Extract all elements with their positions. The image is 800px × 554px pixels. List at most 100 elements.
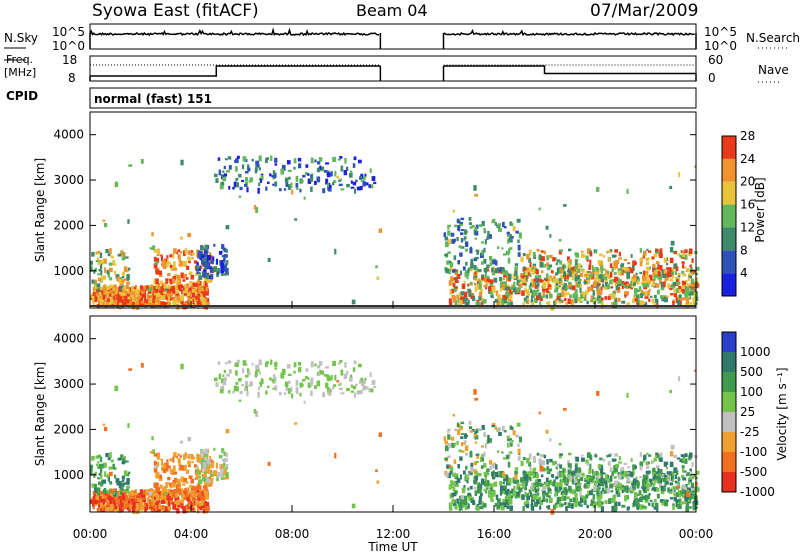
velocity-cell-1300 bbox=[664, 500, 668, 507]
power-cell-700 bbox=[198, 281, 202, 287]
velocity-cell-1773 bbox=[480, 465, 484, 469]
power-cell-1835 bbox=[536, 248, 540, 252]
power-cell-403 bbox=[149, 297, 153, 304]
power-cell-2124 bbox=[180, 159, 184, 166]
power-cell-1311 bbox=[678, 294, 681, 301]
power-cell-861 bbox=[369, 184, 374, 189]
velocity-cell-2088 bbox=[523, 470, 526, 474]
velocity-cell-1978 bbox=[553, 482, 557, 487]
velocity-cell-1537 bbox=[686, 500, 690, 505]
power-cell-1512 bbox=[481, 277, 486, 281]
velocity-cell-2113 bbox=[669, 389, 673, 394]
power-cell-1712 bbox=[515, 230, 519, 234]
power-cell-877 bbox=[255, 166, 258, 173]
power-cell-1313 bbox=[591, 273, 595, 279]
velocity-cell-1575 bbox=[687, 499, 691, 503]
velocity-cell-1973 bbox=[546, 459, 549, 465]
velocity-cell-219 bbox=[174, 501, 178, 508]
noise-line-1 bbox=[443, 28, 695, 37]
velocity-cell-2059 bbox=[632, 464, 636, 470]
power-cell-1592 bbox=[506, 301, 510, 306]
power-cell-1385 bbox=[625, 285, 628, 289]
velocity-cell-1599 bbox=[575, 497, 579, 504]
power-cell-1273 bbox=[454, 286, 458, 289]
power-cell-466 bbox=[150, 285, 154, 291]
power-cell-482 bbox=[187, 297, 191, 301]
power-cell-2021 bbox=[682, 281, 686, 286]
velocity-cell-1460 bbox=[473, 476, 476, 482]
velocity-cell-833 bbox=[297, 361, 302, 366]
power-cell-1784 bbox=[503, 253, 507, 256]
velocity-cell-912 bbox=[285, 385, 289, 391]
velocity-cell-1465 bbox=[635, 479, 639, 484]
power-cell-826 bbox=[217, 268, 221, 274]
power-cell-894 bbox=[223, 173, 228, 177]
velocity-cell-1544 bbox=[577, 482, 582, 486]
power-cell-333 bbox=[128, 295, 131, 301]
velocity-cell-652 bbox=[204, 480, 208, 487]
power-cell-1633 bbox=[684, 291, 689, 296]
power-cell-555 bbox=[103, 258, 107, 264]
power-cell-1660 bbox=[570, 299, 574, 305]
velocity-cell-95 bbox=[120, 503, 125, 509]
velocity-cell-1613 bbox=[470, 498, 474, 503]
velocity-cell-686 bbox=[188, 464, 191, 468]
power-cell-1455 bbox=[560, 299, 564, 303]
power-cell-1023 bbox=[490, 295, 494, 299]
vel-swatch-2 bbox=[722, 432, 736, 452]
freq-label-2: [MHz] bbox=[4, 66, 36, 79]
velocity-cell-1091 bbox=[652, 482, 656, 485]
velocity-cell-1721 bbox=[456, 440, 459, 446]
velocity-cell-831 bbox=[202, 476, 207, 482]
power-cell-902 bbox=[368, 184, 371, 188]
power-cell-2154 bbox=[334, 248, 337, 255]
power-cell-2051 bbox=[642, 270, 646, 276]
power-cell-1509 bbox=[656, 289, 660, 295]
power-cell-2125 bbox=[474, 193, 479, 197]
velocity-cell-1610 bbox=[603, 479, 608, 484]
power-cell-1888 bbox=[575, 265, 579, 270]
velocity-cell-1791 bbox=[446, 464, 450, 469]
power-cell-552 bbox=[123, 266, 128, 272]
power-cell-1489 bbox=[562, 292, 567, 297]
power-cell-2057 bbox=[653, 253, 657, 258]
velocity-cell-2037 bbox=[690, 471, 693, 477]
power-cell-741 bbox=[206, 277, 210, 284]
power-cell-1544 bbox=[577, 278, 582, 282]
velocity-cell-961 bbox=[295, 391, 299, 394]
power-cell-1759 bbox=[495, 260, 498, 266]
power-cell-308 bbox=[92, 292, 97, 298]
velocity-cell-900 bbox=[245, 375, 249, 378]
power-cell-669 bbox=[204, 281, 208, 287]
velocity-cell-712 bbox=[155, 472, 159, 478]
nave-right-tick-top: 60 bbox=[708, 53, 723, 67]
power-cell-477 bbox=[94, 296, 98, 301]
velocity-cell-944 bbox=[274, 361, 278, 367]
power-cell-728 bbox=[155, 283, 158, 289]
velocity-cell-1765 bbox=[475, 460, 479, 464]
velocity-cell-1841 bbox=[608, 454, 611, 458]
velocity-cell-1447 bbox=[678, 489, 682, 493]
velocity-cell-207 bbox=[108, 497, 113, 504]
power-cell-1851 bbox=[662, 274, 667, 279]
velocity-cell-1090 bbox=[556, 489, 560, 493]
velocity-cell-1468 bbox=[599, 472, 602, 476]
power-cell-1369 bbox=[556, 295, 561, 301]
power-cell-513 bbox=[205, 290, 209, 296]
power-cell-1604 bbox=[526, 291, 531, 296]
velocity-cell-720 bbox=[165, 482, 169, 488]
velocity-cell-980 bbox=[326, 376, 331, 382]
power-cell-920 bbox=[318, 157, 323, 162]
velocity-cell-575 bbox=[121, 460, 126, 465]
velocity-cell-558 bbox=[126, 490, 130, 494]
velocity-cell-202 bbox=[133, 493, 136, 498]
power-cell-1699 bbox=[465, 261, 468, 266]
power-tick-6: 28 bbox=[740, 129, 755, 143]
velocity-cell-893 bbox=[245, 381, 248, 386]
velocity-cell-2086 bbox=[634, 465, 637, 469]
velocity-cell-1182 bbox=[637, 493, 640, 496]
velocity-cell-2107 bbox=[448, 464, 452, 468]
velocity-cell-2063 bbox=[668, 471, 672, 476]
velocity-cell-2083 bbox=[591, 469, 594, 473]
power-cell-773 bbox=[205, 248, 209, 254]
